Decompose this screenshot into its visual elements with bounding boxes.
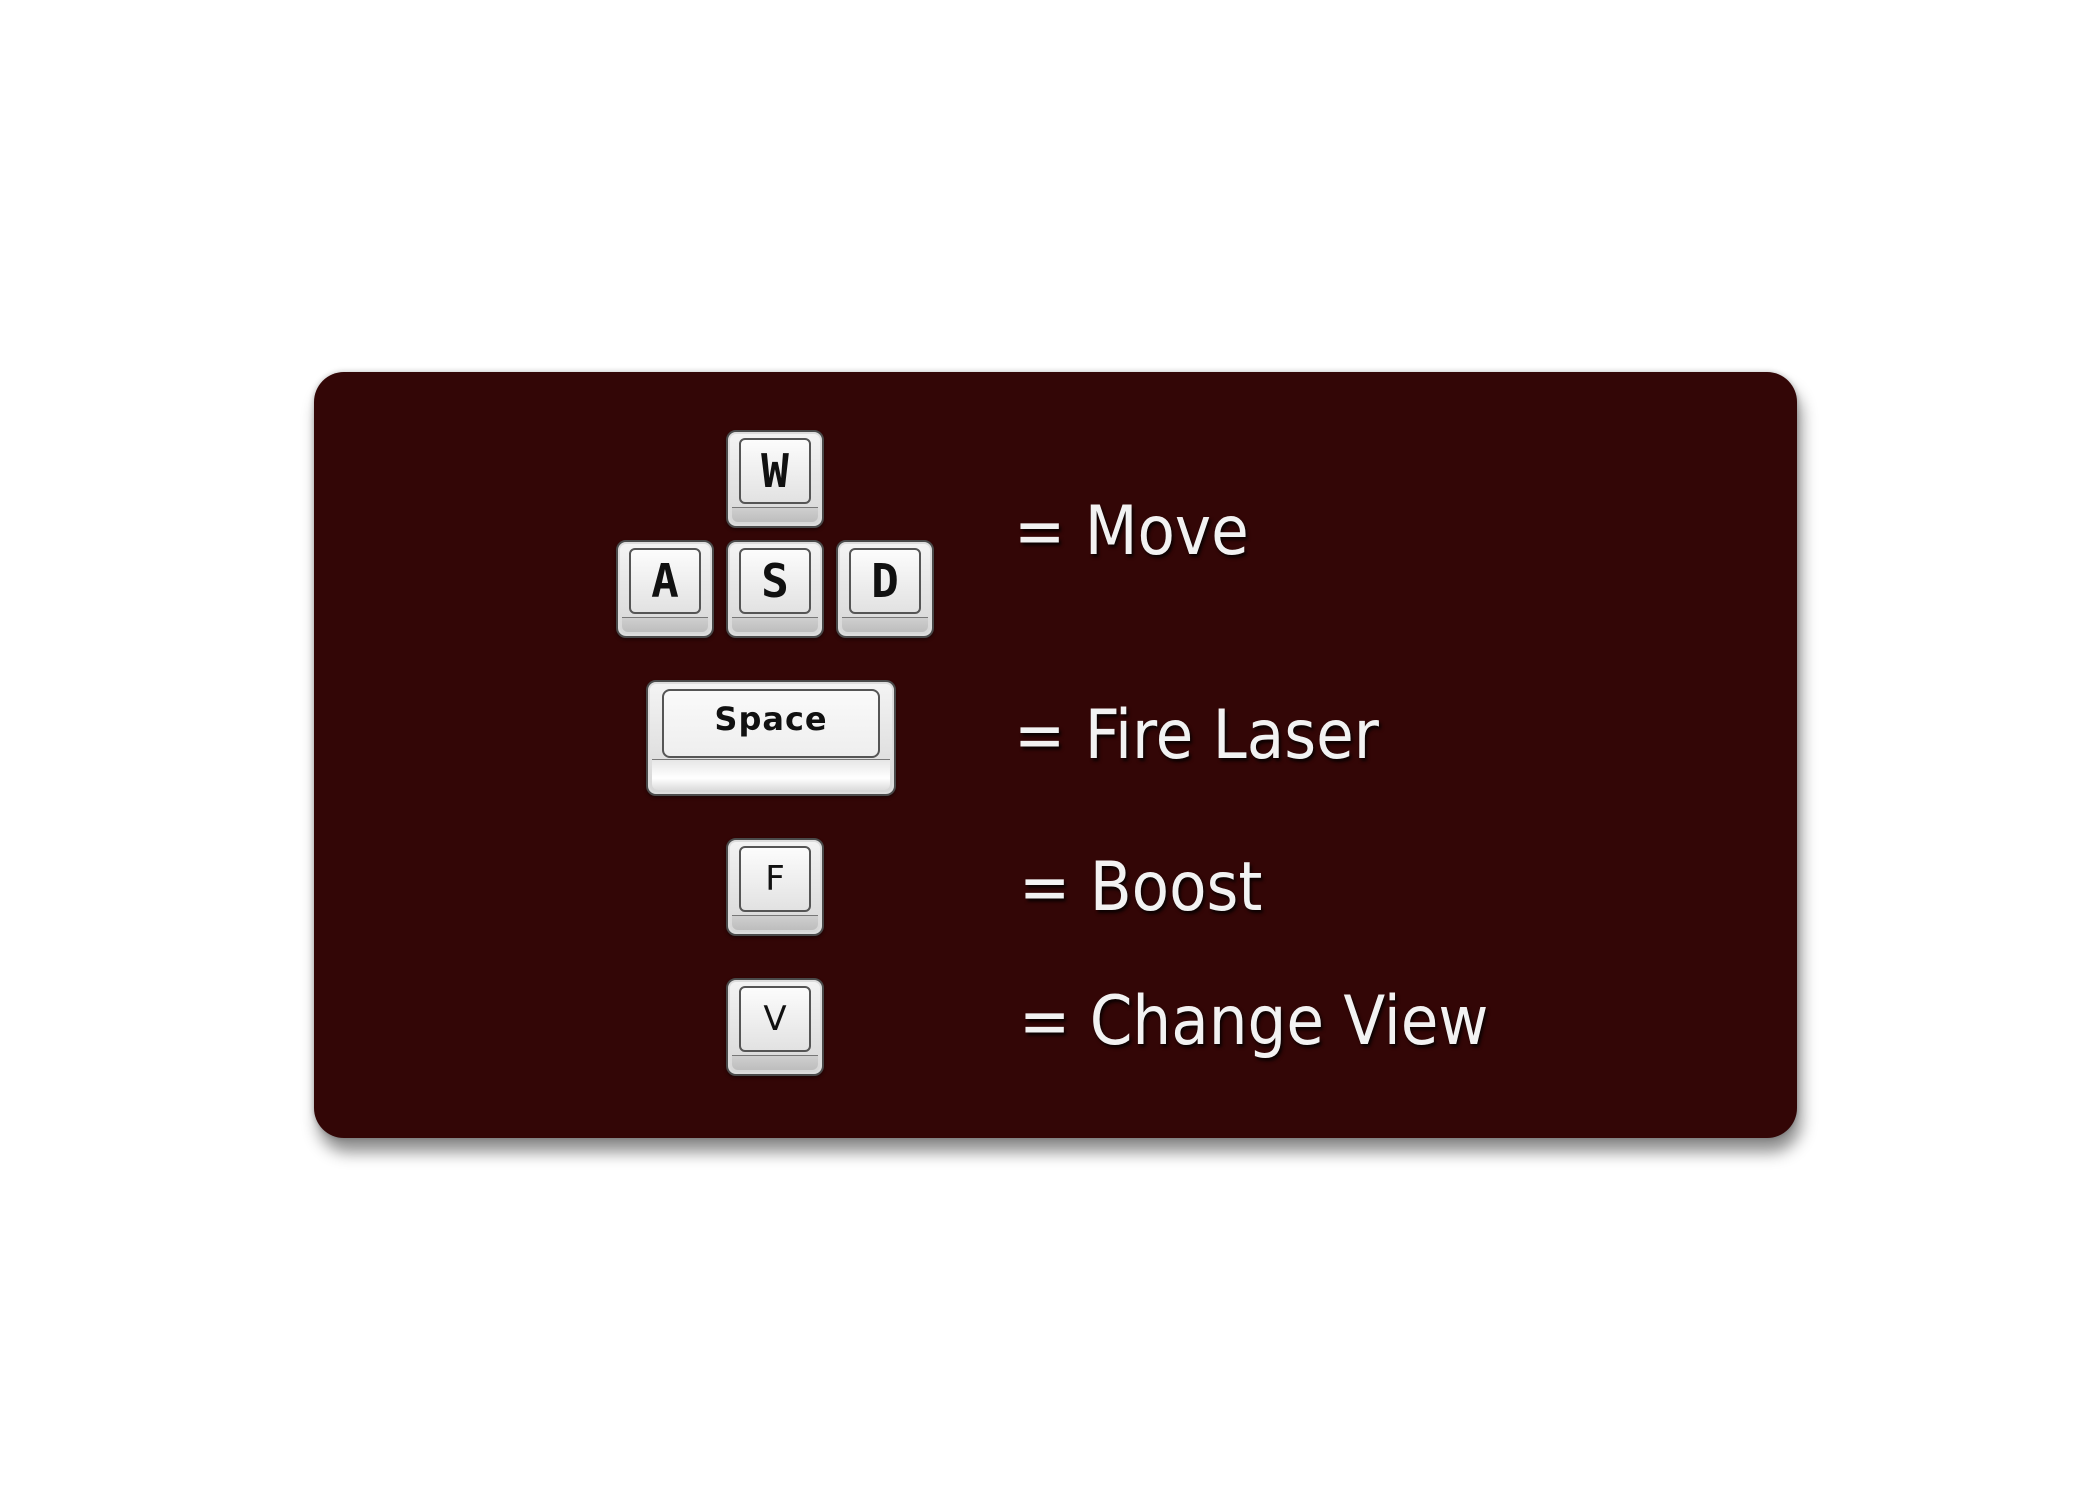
key-s-label: S — [761, 554, 789, 608]
key-a-label: A — [651, 554, 679, 608]
key-a: A — [616, 540, 714, 638]
key-d-label: D — [871, 554, 899, 608]
controls-panel: W A S D = Move Space = Fire Laser F = Bo… — [314, 372, 1797, 1138]
key-d: D — [836, 540, 934, 638]
key-space: Space — [646, 680, 896, 796]
key-w-label: W — [761, 444, 789, 498]
key-w: W — [726, 430, 824, 528]
action-change-view: = Change View — [1019, 982, 1489, 1061]
key-s: S — [726, 540, 824, 638]
action-fire-laser: = Fire Laser — [1014, 696, 1379, 775]
key-v: V — [726, 978, 824, 1076]
action-move: = Move — [1014, 492, 1249, 571]
key-f: F — [726, 838, 824, 936]
key-v-label: V — [763, 999, 787, 1039]
key-space-label: Space — [714, 700, 828, 738]
action-boost: = Boost — [1019, 848, 1263, 927]
key-f-label: F — [765, 859, 785, 899]
